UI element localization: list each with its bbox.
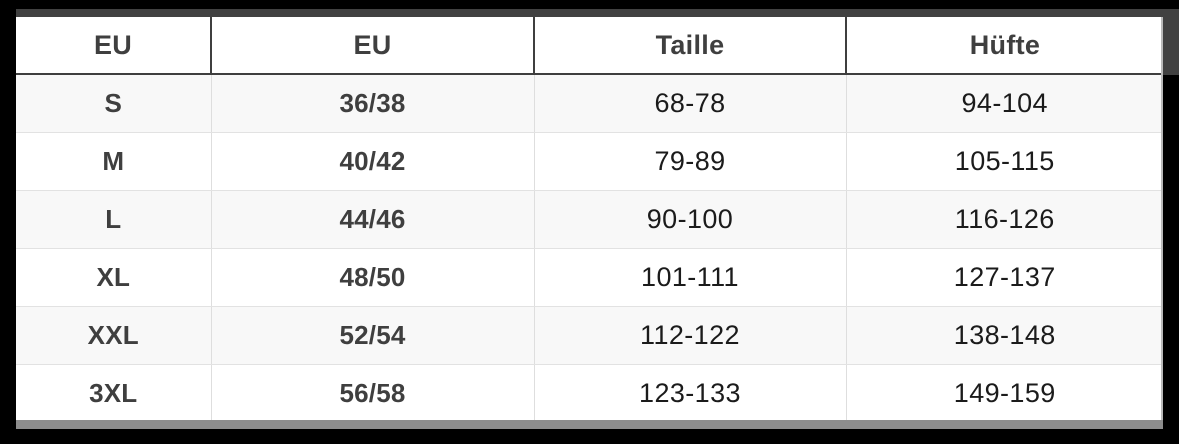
table-row: XL 48/50 101-111 127-137 [16, 248, 1163, 307]
cell-eu-number: 48/50 [211, 248, 535, 307]
table-row: L 44/46 90-100 116-126 [16, 190, 1163, 249]
size-chart-table-wrapper: EU EU Taille Hüfte S 36/38 68-78 94-104 … [16, 17, 1163, 422]
cell-eu-number: 44/46 [211, 190, 535, 249]
cell-huefte: 149-159 [953, 378, 1056, 408]
cell-huefte: 105-115 [846, 132, 1163, 191]
table-row: XXL 52/54 112-122 138-148 [16, 306, 1163, 365]
size-chart-table: EU EU Taille Hüfte S 36/38 68-78 94-104 … [16, 17, 1163, 422]
cell-eu-letter: 3XL [16, 364, 212, 422]
table-row: M 40/42 79-89 105-115 [16, 132, 1163, 191]
header-row: EU EU Taille Hüfte [16, 17, 1163, 75]
cell-eu-letter: M [16, 132, 212, 191]
cell-taille: 79-89 [534, 132, 847, 191]
table-row: S 36/38 68-78 94-104 [16, 74, 1163, 133]
cell-eu-number: 52/54 [211, 306, 535, 365]
cell-huefte: 116-126 [846, 190, 1163, 249]
table-body: S 36/38 68-78 94-104 M 40/42 79-89 105-1… [16, 74, 1163, 422]
table-bottom-strip [16, 420, 1163, 429]
cell-eu-number: 56/58 [211, 364, 535, 422]
cell-taille: 123-133 [534, 364, 847, 422]
cell-eu-letter: XXL [16, 306, 212, 365]
cell-taille: 112-122 [534, 306, 847, 365]
cell-eu-letter: XL [16, 248, 212, 307]
cell-huefte: 127-137 [846, 248, 1163, 307]
cell-eu-letter: L [16, 190, 212, 249]
cell-huefte: 94-104 [846, 74, 1163, 133]
column-header-eu-number: EU [211, 17, 535, 75]
cell-taille: 101-111 [534, 248, 847, 307]
table-row: 3XL 56/58 123-133 149-159 [16, 364, 1163, 422]
table-header: EU EU Taille Hüfte [16, 17, 1163, 75]
cell-taille: 68-78 [534, 74, 847, 133]
cell-huefte: 138-148 [846, 306, 1163, 365]
column-header-taille: Taille [534, 17, 847, 75]
cell-taille: 90-100 [534, 190, 847, 249]
column-header-huefte: Hüfte [846, 17, 1163, 75]
table-right-rule [1161, 17, 1163, 420]
column-header-eu-letter: EU [16, 17, 212, 75]
cell-eu-number: 36/38 [211, 74, 535, 133]
cell-eu-letter: S [16, 74, 212, 133]
cell-eu-number: 40/42 [211, 132, 535, 191]
